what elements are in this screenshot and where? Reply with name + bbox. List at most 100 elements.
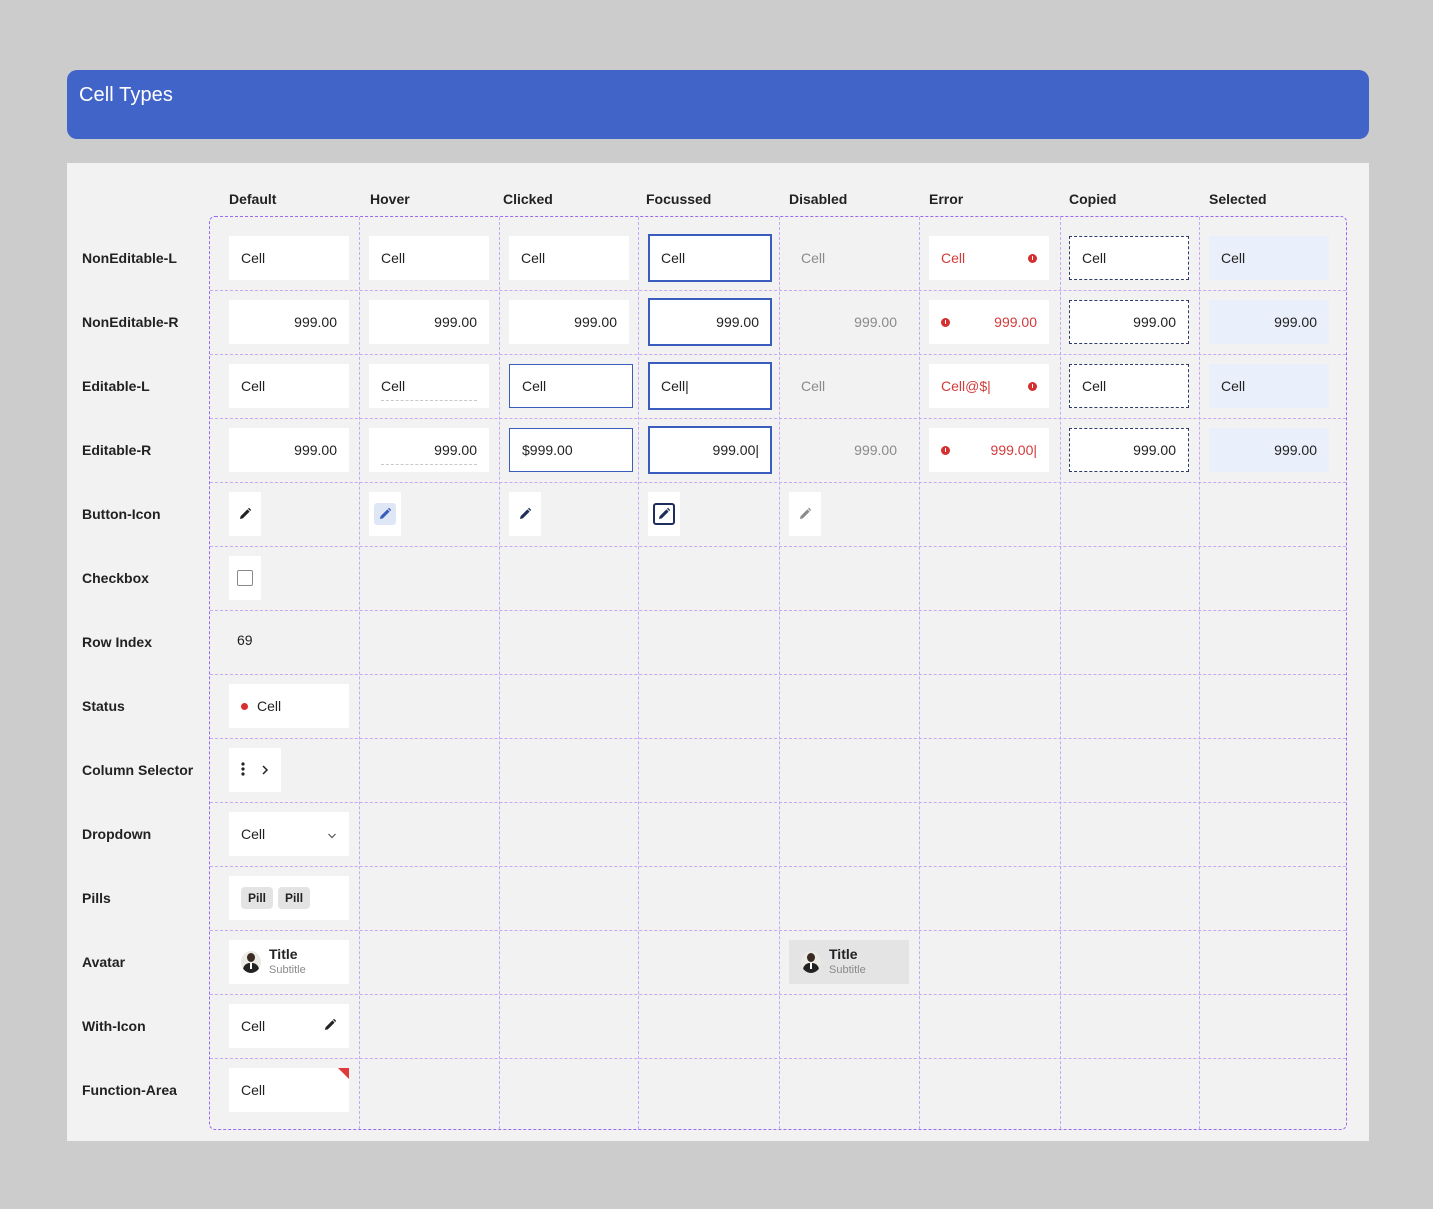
noneditable-l-cell-focussed: Cell (648, 234, 772, 282)
noneditable-l-cell-copied: Cell (1069, 236, 1189, 280)
avatar-cell-default: Title Subtitle (229, 940, 349, 984)
editable-l-cell-focussed[interactable]: Cell| (648, 362, 772, 410)
pencil-icon[interactable] (323, 1018, 337, 1035)
editable-r-cell-clicked[interactable]: $999.00 (509, 428, 633, 472)
editable-l-cell-default[interactable]: Cell (229, 364, 349, 408)
cell-text: 999.00| (990, 442, 1037, 458)
cell-text: Cell (801, 378, 826, 394)
pencil-icon (653, 503, 675, 525)
status-label: Cell (257, 698, 282, 714)
noneditable-l-cell-error: Cell (929, 236, 1049, 280)
edit-button-clicked[interactable] (509, 492, 541, 536)
cell-text: 999.00 (1274, 314, 1317, 330)
row-index: 69 (237, 632, 253, 648)
noneditable-l-cell-clicked: Cell (509, 236, 629, 280)
pencil-icon (794, 503, 816, 525)
editable-r-cell-focussed[interactable]: 999.00| (648, 426, 772, 474)
grid-row-divider (210, 354, 1346, 355)
noneditable-r-cell-error: 999.00 (929, 300, 1049, 344)
row-label-dropdown: Dropdown (82, 826, 152, 842)
pencil-icon (234, 503, 256, 525)
row-label-avatar: Avatar (82, 954, 126, 970)
avatar-text: Title Subtitle (829, 946, 866, 978)
function-area-cell[interactable]: Cell (229, 1068, 349, 1112)
editable-l-cell-copied[interactable]: Cell (1069, 364, 1189, 408)
edit-button-focussed[interactable] (648, 492, 680, 536)
editable-r-cell-selected[interactable]: 999.00 (1209, 428, 1329, 472)
avatar (241, 951, 261, 973)
row-label-with-icon: With-Icon (82, 1018, 146, 1034)
chevron-right-icon[interactable] (261, 762, 269, 778)
checkbox[interactable] (237, 570, 253, 586)
editable-l-cell-hover[interactable]: Cell (369, 364, 489, 408)
row-label-editable-l: Editable-L (82, 378, 150, 394)
grid-column-divider (638, 217, 639, 1129)
editable-l-cell-clicked[interactable]: Cell (509, 364, 633, 408)
avatar-title: Title (269, 946, 298, 962)
cell-text: Cell (522, 378, 547, 394)
row-label-row-index: Row Index (82, 634, 153, 650)
cell-text: Cell@$| (941, 378, 991, 394)
cell-text: 999.00 (994, 314, 1037, 330)
function-marker-icon (338, 1068, 349, 1079)
error-icon (941, 317, 950, 327)
cell-text: 999.00| (712, 442, 759, 458)
avatar (801, 951, 821, 973)
dropdown-value: Cell (241, 826, 266, 842)
row-label-checkbox: Checkbox (82, 570, 149, 586)
grid-column-divider (779, 217, 780, 1129)
cell-text: 999.00 (854, 314, 897, 330)
column-header-hover: Hover (370, 191, 410, 207)
cell-text: Cell (381, 378, 406, 394)
editable-r-cell-copied[interactable]: 999.00 (1069, 428, 1189, 472)
cell-text: 999.00 (716, 314, 759, 330)
avatar-head (247, 953, 255, 962)
avatar-subtitle: Subtitle (829, 964, 866, 976)
grid-row-divider (210, 610, 1346, 611)
error-icon (1028, 253, 1037, 263)
column-header-focussed: Focussed (646, 191, 712, 207)
edit-button-disabled (789, 492, 821, 536)
avatar-tie (250, 963, 252, 969)
column-selector-cell[interactable] (229, 748, 281, 792)
row-label-button-icon: Button-Icon (82, 506, 161, 522)
noneditable-r-cell-clicked: 999.00 (509, 300, 629, 344)
cell-text: 999.00 (1274, 442, 1317, 458)
cell-text: Cell (241, 1018, 266, 1034)
cell-text: Cell (1221, 378, 1246, 394)
cell-text: Cell (941, 250, 966, 266)
pill[interactable]: Pill (278, 887, 311, 909)
avatar-tie (810, 963, 812, 969)
grid-column-divider (919, 217, 920, 1129)
edit-button-default[interactable] (229, 492, 261, 536)
chevron-down-icon (327, 826, 337, 842)
cell-text: 999.00 (1133, 442, 1176, 458)
noneditable-l-cell-hover: Cell (369, 236, 489, 280)
cell-text: Cell (521, 250, 546, 266)
with-icon-cell: Cell (229, 1004, 349, 1048)
cell-text: 999.00 (434, 442, 477, 458)
editable-r-cell-default[interactable]: 999.00 (229, 428, 349, 472)
grid-column-divider (1199, 217, 1200, 1129)
row-label-function-area: Function-Area (82, 1082, 177, 1098)
pill[interactable]: Pill (241, 887, 274, 909)
editable-r-cell-error[interactable]: 999.00| (929, 428, 1049, 472)
kebab-icon[interactable] (241, 761, 245, 779)
grid-row-divider (210, 546, 1346, 547)
column-header-error: Error (929, 191, 964, 207)
editable-l-cell-disabled[interactable]: Cell (789, 364, 909, 408)
editable-r-cell-hover[interactable]: 999.00 (369, 428, 489, 472)
grid-row-divider (210, 994, 1346, 995)
editable-l-cell-error[interactable]: Cell@$| (929, 364, 1049, 408)
cell-text: Cell (1082, 250, 1107, 266)
edit-button-hover[interactable] (369, 492, 401, 536)
grid-row-divider (210, 418, 1346, 419)
editable-l-cell-selected[interactable]: Cell (1209, 364, 1329, 408)
grid-row-divider (210, 802, 1346, 803)
dropdown-cell[interactable]: Cell (229, 812, 349, 856)
editable-r-cell-disabled[interactable]: 999.00 (789, 428, 909, 472)
grid-row-divider (210, 1058, 1346, 1059)
grid-row-divider (210, 674, 1346, 675)
grid-column-divider (1060, 217, 1061, 1129)
checkbox-cell[interactable] (229, 556, 261, 600)
